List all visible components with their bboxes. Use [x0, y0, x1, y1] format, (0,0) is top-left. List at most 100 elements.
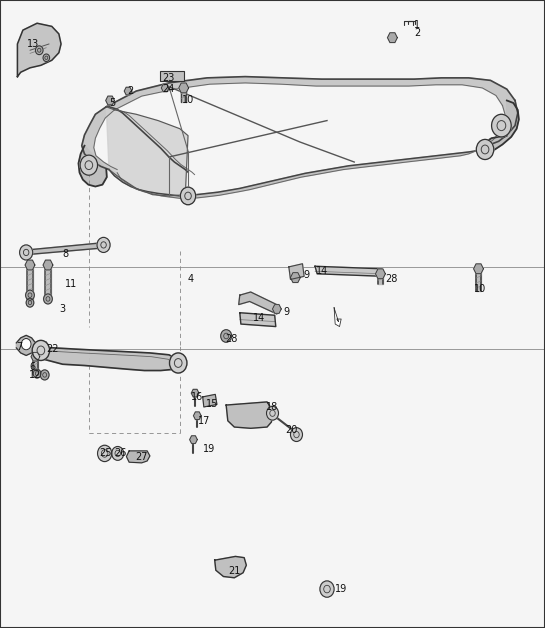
Polygon shape — [161, 84, 169, 92]
Polygon shape — [106, 77, 515, 110]
Text: 28: 28 — [385, 274, 397, 284]
Polygon shape — [39, 342, 49, 352]
Text: 18: 18 — [266, 402, 278, 412]
Polygon shape — [82, 107, 117, 170]
Text: 17: 17 — [198, 416, 210, 426]
Text: 10: 10 — [181, 95, 193, 106]
Circle shape — [492, 114, 511, 137]
Text: 14: 14 — [316, 266, 328, 276]
Text: 20: 20 — [285, 425, 298, 435]
Text: 28: 28 — [225, 334, 238, 344]
Polygon shape — [17, 23, 61, 77]
Polygon shape — [190, 436, 197, 443]
Polygon shape — [179, 83, 189, 93]
Polygon shape — [203, 394, 217, 407]
Polygon shape — [376, 269, 385, 279]
Polygon shape — [16, 335, 35, 355]
Circle shape — [221, 330, 232, 342]
Bar — [33, 357, 38, 374]
Circle shape — [40, 370, 49, 380]
Text: 5: 5 — [109, 98, 115, 108]
Circle shape — [26, 290, 34, 300]
Text: 12: 12 — [29, 370, 41, 380]
Polygon shape — [476, 100, 518, 151]
Polygon shape — [272, 305, 281, 313]
Circle shape — [20, 245, 33, 260]
Polygon shape — [289, 264, 304, 279]
Polygon shape — [193, 412, 201, 420]
Polygon shape — [334, 308, 341, 327]
Polygon shape — [226, 402, 272, 428]
Text: 1: 1 — [414, 20, 420, 30]
Text: 9: 9 — [303, 270, 309, 280]
Text: 24: 24 — [162, 84, 174, 94]
Polygon shape — [31, 352, 40, 361]
Circle shape — [290, 428, 302, 441]
Text: 8: 8 — [63, 249, 69, 259]
Polygon shape — [315, 266, 384, 276]
Text: 2: 2 — [127, 86, 133, 96]
Polygon shape — [106, 107, 188, 196]
Circle shape — [33, 369, 41, 378]
Bar — [27, 265, 33, 304]
Polygon shape — [126, 451, 150, 463]
Polygon shape — [474, 264, 483, 274]
Text: 25: 25 — [100, 448, 112, 458]
Polygon shape — [191, 389, 199, 397]
Text: 6: 6 — [29, 362, 35, 372]
Circle shape — [35, 46, 43, 55]
Polygon shape — [290, 273, 300, 283]
Bar — [160, 71, 184, 81]
Text: 16: 16 — [191, 392, 203, 402]
Text: 22: 22 — [46, 344, 59, 354]
Text: 11: 11 — [65, 279, 77, 289]
Bar — [476, 269, 481, 291]
Circle shape — [26, 298, 34, 307]
Text: 7: 7 — [16, 342, 22, 352]
Polygon shape — [387, 33, 397, 43]
Polygon shape — [25, 260, 35, 270]
Circle shape — [112, 447, 124, 460]
Text: 13: 13 — [27, 39, 39, 49]
Polygon shape — [240, 313, 276, 327]
Text: 19: 19 — [335, 584, 347, 594]
Polygon shape — [35, 347, 180, 371]
Text: 4: 4 — [188, 274, 194, 284]
Text: 14: 14 — [253, 313, 265, 323]
Polygon shape — [21, 242, 109, 255]
Circle shape — [180, 187, 196, 205]
Text: 23: 23 — [162, 73, 174, 83]
Circle shape — [97, 237, 110, 252]
Circle shape — [80, 155, 98, 175]
Polygon shape — [78, 146, 107, 187]
Text: 3: 3 — [59, 304, 65, 314]
Polygon shape — [482, 100, 519, 152]
Circle shape — [32, 340, 50, 360]
Polygon shape — [215, 556, 246, 578]
Bar — [378, 274, 383, 284]
Polygon shape — [239, 292, 278, 314]
Text: 9: 9 — [283, 307, 289, 317]
Circle shape — [267, 406, 278, 420]
Polygon shape — [43, 260, 53, 270]
Bar — [181, 89, 186, 102]
Circle shape — [476, 139, 494, 160]
Text: 19: 19 — [203, 444, 215, 454]
Text: 27: 27 — [135, 452, 148, 462]
Circle shape — [44, 294, 52, 304]
Polygon shape — [124, 87, 132, 95]
Circle shape — [40, 347, 47, 356]
Circle shape — [21, 338, 31, 350]
Circle shape — [169, 353, 187, 373]
Circle shape — [43, 54, 50, 62]
Text: 15: 15 — [206, 399, 219, 409]
Polygon shape — [188, 148, 485, 198]
Text: 26: 26 — [114, 448, 127, 458]
Circle shape — [320, 581, 334, 597]
Polygon shape — [109, 170, 188, 198]
Circle shape — [98, 445, 112, 462]
Polygon shape — [106, 96, 114, 105]
Text: 2: 2 — [414, 28, 420, 38]
Text: 21: 21 — [228, 566, 240, 577]
Bar — [45, 265, 51, 299]
